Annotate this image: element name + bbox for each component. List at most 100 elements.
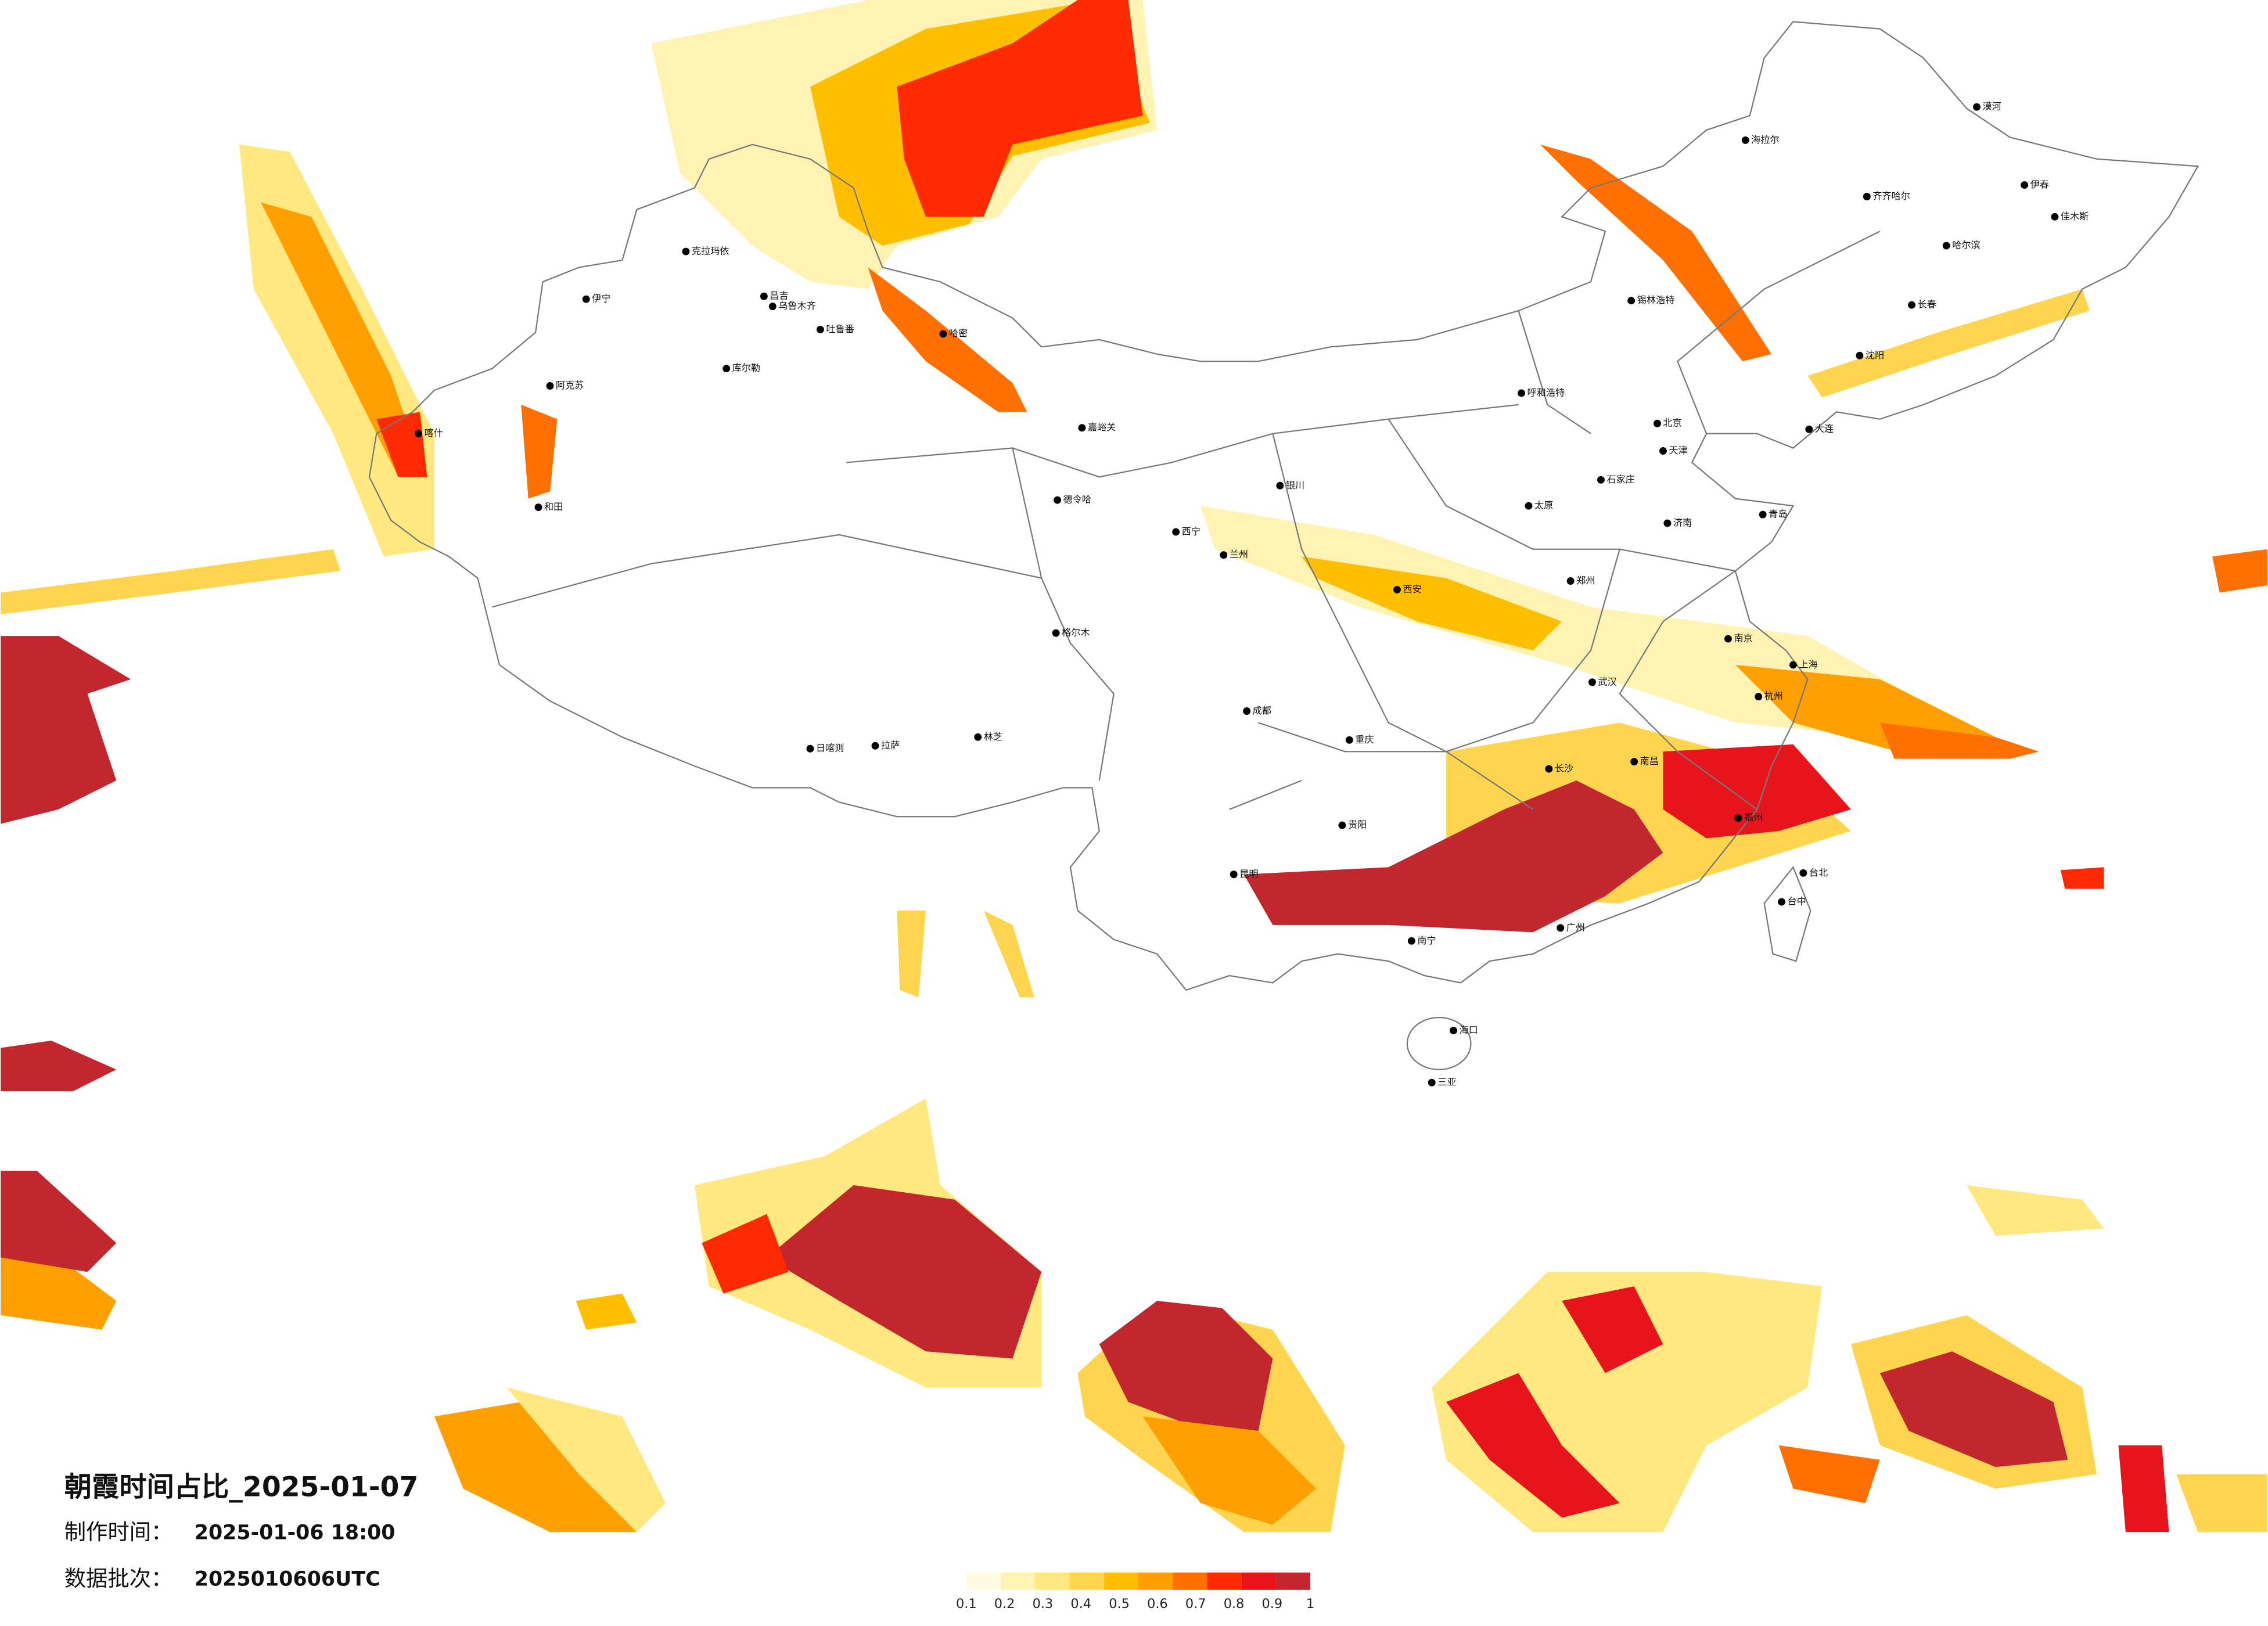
heat-area <box>1 1171 117 1272</box>
city-dot <box>1557 924 1565 932</box>
legend-tick-label: 0.5 <box>1109 1596 1130 1611</box>
heat-area <box>1 1243 117 1330</box>
heat-area <box>1 549 341 614</box>
city-dot <box>1627 297 1636 305</box>
city-dot <box>1450 1027 1458 1035</box>
city-label: 成都 <box>1253 705 1271 716</box>
city-dot <box>1338 821 1346 829</box>
city-label: 杭州 <box>1764 690 1783 702</box>
legend-tick-label: 1 <box>1306 1596 1314 1611</box>
legend-tick-label: 0.8 <box>1224 1596 1245 1611</box>
city-dot <box>1630 758 1638 766</box>
city-label: 太原 <box>1534 500 1553 511</box>
city-label: 格尔木 <box>1062 627 1090 638</box>
city-label: 德令哈 <box>1063 494 1091 505</box>
heat-area <box>1142 1416 1317 1525</box>
city-dot <box>1942 242 1950 250</box>
city-dot <box>1805 425 1813 433</box>
heat-area <box>1302 556 1562 650</box>
city-label: 济南 <box>1673 517 1692 528</box>
heat-area <box>1967 1185 2104 1236</box>
city-dot <box>1525 502 1533 510</box>
city-dot <box>939 330 947 338</box>
city-dot <box>1172 528 1180 536</box>
city-dot <box>1566 577 1575 585</box>
legend-swatch <box>1138 1572 1173 1590</box>
legend-swatch <box>1173 1572 1207 1590</box>
batch-label: 数据批次： <box>64 1566 173 1591</box>
city-label: 北京 <box>1663 418 1681 429</box>
city-label: 伊宁 <box>592 293 610 304</box>
city-dot <box>1856 351 1864 359</box>
heat-area <box>1562 1286 1663 1373</box>
city-label: 南宁 <box>1417 935 1436 946</box>
city-label: 石家庄 <box>1606 474 1634 485</box>
city-dot <box>682 247 690 256</box>
city-label: 克拉玛依 <box>692 246 729 257</box>
city-label: 喀什 <box>424 427 443 438</box>
city-dot <box>1588 678 1596 686</box>
city-label: 昆明 <box>1239 868 1258 879</box>
city-label: 昌吉 <box>770 290 788 301</box>
city-dot <box>760 292 768 300</box>
city-label: 兰州 <box>1230 549 1248 560</box>
taiwan-outline <box>1763 866 1811 962</box>
city-dot <box>1663 519 1672 527</box>
legend-swatch <box>1035 1572 1070 1590</box>
city-dot <box>1230 870 1238 879</box>
hainan-outline <box>1406 1017 1472 1070</box>
heat-area <box>897 0 1143 217</box>
city-dot <box>1407 937 1415 945</box>
city-dot <box>582 295 590 303</box>
city-dot <box>415 430 422 438</box>
city-dot <box>806 744 814 753</box>
city-label: 乌鲁木齐 <box>778 300 816 311</box>
city-dot <box>723 365 731 373</box>
heat-area <box>521 404 558 499</box>
heat-area <box>897 911 926 998</box>
city-label: 阿克苏 <box>556 380 584 391</box>
city-label: 武汉 <box>1598 676 1616 687</box>
legend-tick-label: 0.3 <box>1033 1596 1054 1611</box>
heat-area <box>1778 1445 1880 1503</box>
heat-area <box>702 1214 789 1294</box>
city-dot <box>1518 389 1525 397</box>
heat-area <box>2212 549 2267 593</box>
heat-area <box>2060 867 2104 889</box>
city-dot <box>1659 447 1667 455</box>
heat-area <box>1540 144 1772 362</box>
legend-tick-label: 0.4 <box>1070 1596 1091 1611</box>
city-label: 呼和浩特 <box>1527 387 1565 398</box>
city-dot <box>1243 707 1251 715</box>
heat-area <box>1099 1301 1273 1431</box>
city-label: 台北 <box>1809 867 1828 878</box>
city-label: 日喀则 <box>816 743 844 754</box>
heat-area <box>767 1185 1042 1359</box>
legend-tick-label: 0.9 <box>1262 1596 1283 1611</box>
header: 朝霞时间占比_2025-01-07 制作时间： 2025-01-06 18:00… <box>64 1472 419 1591</box>
city-label: 漠河 <box>1982 101 2001 112</box>
city-dot <box>1428 1078 1436 1087</box>
city-label: 伊春 <box>2030 179 2049 190</box>
city-dot <box>1724 635 1732 643</box>
city-dot <box>2051 213 2059 221</box>
city-dot <box>1654 419 1661 427</box>
heat-area <box>376 412 427 477</box>
city-dot <box>816 325 824 333</box>
city-dot <box>1052 629 1060 637</box>
city-dot <box>1220 551 1228 559</box>
heat-area <box>868 267 1027 412</box>
city-dot <box>1545 765 1553 773</box>
city-dot <box>1755 693 1763 701</box>
city-label: 银川 <box>1286 480 1304 491</box>
city-dot <box>1973 103 1981 111</box>
city-label: 台中 <box>1787 896 1806 907</box>
city-label: 南昌 <box>1640 756 1659 767</box>
borders <box>368 21 2199 1070</box>
legend-swatch <box>1275 1572 1311 1590</box>
city-label: 佳木斯 <box>2061 211 2089 222</box>
heat-area <box>1 1041 117 1092</box>
city-label: 沈阳 <box>1866 350 1884 361</box>
